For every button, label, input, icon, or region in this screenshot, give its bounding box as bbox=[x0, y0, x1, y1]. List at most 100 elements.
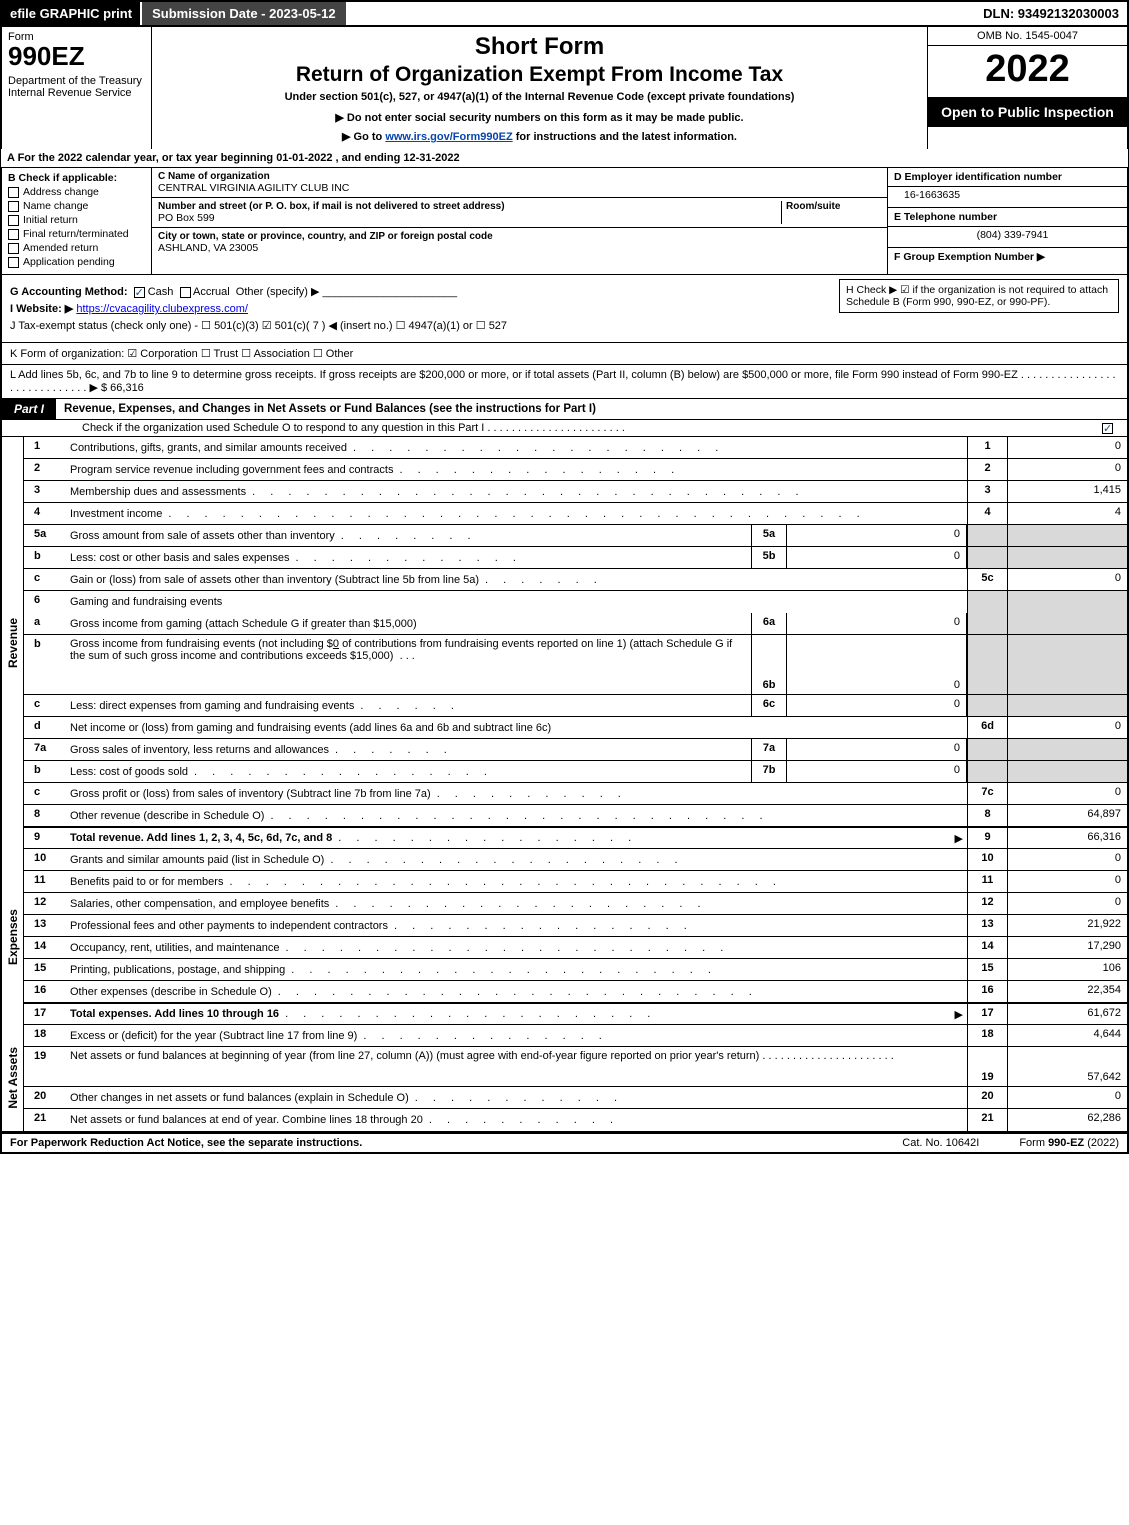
l6a-num: a bbox=[24, 613, 66, 634]
cb-final[interactable] bbox=[8, 229, 19, 240]
l6a-shade-amt bbox=[1007, 613, 1127, 634]
l9-amt: 66,316 bbox=[1007, 828, 1127, 848]
l19-desc: Net assets or fund balances at beginning… bbox=[70, 1050, 759, 1062]
l18-out: 18 bbox=[967, 1025, 1007, 1046]
l2-out: 2 bbox=[967, 459, 1007, 480]
efile-label[interactable]: efile GRAPHIC print bbox=[2, 2, 140, 25]
l5b-iamt: 0 bbox=[787, 547, 967, 568]
line-7c: c Gross profit or (loss) from sales of i… bbox=[24, 783, 1127, 805]
l1-out: 1 bbox=[967, 437, 1007, 458]
footer-form-pre: Form bbox=[1019, 1137, 1048, 1149]
l5a-ilbl: 5a bbox=[751, 525, 787, 546]
l18-num: 18 bbox=[24, 1025, 66, 1046]
l9-num: 9 bbox=[24, 828, 66, 848]
line-6: 6 Gaming and fundraising events bbox=[24, 591, 1127, 613]
l7a-iamt: 0 bbox=[787, 739, 967, 760]
l6b-iamt: 0 bbox=[787, 635, 967, 694]
l5b-ilbl: 5b bbox=[751, 547, 787, 568]
l17-amt: 61,672 bbox=[1007, 1004, 1127, 1024]
l1-desc: Contributions, gifts, grants, and simila… bbox=[70, 442, 347, 454]
form-title: Return of Organization Exempt From Incom… bbox=[160, 63, 919, 87]
l17-desc: Total expenses. Add lines 10 through 16 bbox=[70, 1008, 279, 1020]
line-18: 18 Excess or (deficit) for the year (Sub… bbox=[24, 1025, 1127, 1047]
l6c-shade bbox=[967, 695, 1007, 716]
l3-out: 3 bbox=[967, 481, 1007, 502]
row-a-tax-year: A For the 2022 calendar year, or tax yea… bbox=[0, 149, 1129, 168]
g-cash: Cash bbox=[148, 286, 174, 298]
l20-amt: 0 bbox=[1007, 1087, 1127, 1108]
g-accrual: Accrual bbox=[193, 286, 230, 298]
phone-value: (804) 339-7941 bbox=[888, 227, 1127, 247]
l16-out: 16 bbox=[967, 981, 1007, 1002]
opt-initial: Initial return bbox=[23, 214, 78, 226]
l21-num: 21 bbox=[24, 1109, 66, 1131]
l12-amt: 0 bbox=[1007, 893, 1127, 914]
l12-desc: Salaries, other compensation, and employ… bbox=[70, 898, 329, 910]
l8-num: 8 bbox=[24, 805, 66, 826]
l10-out: 10 bbox=[967, 849, 1007, 870]
line-7b: b Less: cost of goods sold. . . . . . . … bbox=[24, 761, 1127, 783]
l5a-num: 5a bbox=[24, 525, 66, 546]
l6a-shade bbox=[967, 613, 1007, 634]
website-link[interactable]: https://cvacagility.clubexpress.com/ bbox=[76, 303, 248, 315]
cb-schedule-o[interactable] bbox=[1102, 423, 1113, 434]
l6a-desc: Gross income from gaming (attach Schedul… bbox=[70, 618, 417, 630]
l4-out: 4 bbox=[967, 503, 1007, 524]
footer-right: Form 990-EZ (2022) bbox=[1019, 1137, 1119, 1149]
l16-amt: 22,354 bbox=[1007, 981, 1127, 1002]
phone-label: E Telephone number bbox=[888, 207, 1127, 227]
short-form-label: Short Form bbox=[160, 33, 919, 61]
l15-num: 15 bbox=[24, 959, 66, 980]
l5a-desc: Gross amount from sale of assets other t… bbox=[70, 530, 335, 542]
row-l: L Add lines 5b, 6c, and 7b to line 9 to … bbox=[0, 365, 1129, 399]
line-2: 2 Program service revenue including gove… bbox=[24, 459, 1127, 481]
l18-amt: 4,644 bbox=[1007, 1025, 1127, 1046]
l5b-shade-amt bbox=[1007, 547, 1127, 568]
revenue-table: Revenue 1 Contributions, gifts, grants, … bbox=[0, 437, 1129, 849]
l13-num: 13 bbox=[24, 915, 66, 936]
footer-form-no: 990-EZ bbox=[1048, 1137, 1084, 1149]
org-name: CENTRAL VIRGINIA AGILITY CLUB INC bbox=[158, 182, 881, 194]
cb-address-change[interactable] bbox=[8, 187, 19, 198]
l15-out: 15 bbox=[967, 959, 1007, 980]
l1-num: 1 bbox=[24, 437, 66, 458]
l16-desc: Other expenses (describe in Schedule O) bbox=[70, 986, 272, 998]
ssn-warning: ▶ Do not enter social security numbers o… bbox=[160, 111, 919, 124]
l8-out: 8 bbox=[967, 805, 1007, 826]
l11-out: 11 bbox=[967, 871, 1007, 892]
line-5b: b Less: cost or other basis and sales ex… bbox=[24, 547, 1127, 569]
l7a-shade-amt bbox=[1007, 739, 1127, 760]
header-right: OMB No. 1545-0047 2022 Open to Public In… bbox=[927, 27, 1127, 149]
cb-pending[interactable] bbox=[8, 257, 19, 268]
cb-initial[interactable] bbox=[8, 215, 19, 226]
l6d-num: d bbox=[24, 717, 66, 738]
l6b-shade-amt bbox=[1007, 635, 1127, 694]
irs-link[interactable]: www.irs.gov/Form990EZ bbox=[385, 131, 512, 143]
l12-num: 12 bbox=[24, 893, 66, 914]
header-center: Short Form Return of Organization Exempt… bbox=[152, 27, 927, 149]
line-6b: b Gross income from fundraising events (… bbox=[24, 635, 1127, 695]
tax-year: 2022 bbox=[928, 46, 1127, 97]
l7c-num: c bbox=[24, 783, 66, 804]
l7b-num: b bbox=[24, 761, 66, 782]
opt-pending: Application pending bbox=[23, 256, 115, 268]
ein-value: 16-1663635 bbox=[888, 187, 1127, 207]
cb-cash[interactable] bbox=[134, 287, 145, 298]
line-17: 17 Total expenses. Add lines 10 through … bbox=[24, 1003, 1127, 1025]
l10-amt: 0 bbox=[1007, 849, 1127, 870]
l6-num: 6 bbox=[24, 591, 66, 613]
cb-amended[interactable] bbox=[8, 243, 19, 254]
l2-num: 2 bbox=[24, 459, 66, 480]
street-label: Number and street (or P. O. box, if mail… bbox=[158, 201, 781, 212]
revenue-vtab: Revenue bbox=[2, 437, 24, 849]
col-d: D Employer identification number 16-1663… bbox=[887, 168, 1127, 274]
l18-desc: Excess or (deficit) for the year (Subtra… bbox=[70, 1030, 357, 1042]
l7b-desc: Less: cost of goods sold bbox=[70, 766, 188, 778]
l13-out: 13 bbox=[967, 915, 1007, 936]
cb-name-change[interactable] bbox=[8, 201, 19, 212]
l6d-amt: 0 bbox=[1007, 717, 1127, 738]
cb-accrual[interactable] bbox=[180, 287, 191, 298]
line-7a: 7a Gross sales of inventory, less return… bbox=[24, 739, 1127, 761]
l15-desc: Printing, publications, postage, and shi… bbox=[70, 964, 285, 976]
l7b-ilbl: 7b bbox=[751, 761, 787, 782]
